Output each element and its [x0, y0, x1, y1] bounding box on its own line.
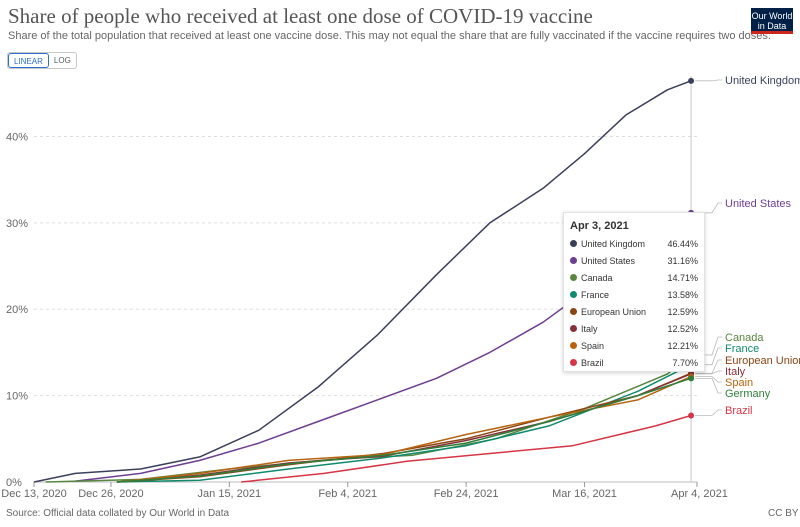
x-tick-label: Feb 4, 2021	[318, 488, 377, 500]
y-tick-label: 10%	[6, 391, 28, 403]
series-line-united-kingdom[interactable]	[33, 80, 692, 483]
tooltip-row: Spain 12.21%	[570, 340, 698, 352]
tooltip-row: United Kingdom 46.44%	[570, 238, 698, 250]
legend-label[interactable]: France	[725, 343, 759, 355]
legend-label[interactable]: Spain	[725, 377, 753, 389]
logo-red-bar	[751, 31, 793, 34]
tooltip-value: 7.70%	[672, 358, 698, 368]
tooltip-country: Spain	[581, 341, 605, 351]
legend-label[interactable]: United Kingdom	[725, 75, 800, 87]
legend-dot-icon	[570, 359, 577, 366]
scale-toggle: LINEAR LOG	[7, 52, 77, 69]
legend-dot-icon	[570, 240, 577, 247]
owid-logo[interactable]: Our World in Data	[751, 8, 793, 34]
legend-connector	[695, 409, 722, 416]
tooltip-country: Canada	[581, 273, 613, 283]
end-point-brazil	[688, 412, 695, 419]
tooltip-country: United States	[581, 256, 636, 266]
legend-connector	[695, 79, 722, 82]
legend-dot-icon	[570, 257, 577, 264]
log-scale-button[interactable]: LOG	[53, 56, 71, 65]
legend-label[interactable]: Brazil	[725, 405, 753, 417]
tooltip-row: United States 31.16%	[570, 255, 698, 267]
tooltip-value: 46.44%	[667, 239, 698, 249]
tooltip-row: Canada 14.71%	[570, 272, 698, 284]
x-tick-label: Apr 4, 2021	[671, 488, 728, 500]
tooltip: Apr 3, 2021 United Kingdom 46.44% United S…	[563, 212, 705, 372]
legend-dot-icon	[570, 291, 577, 298]
series-legend: United Kingdom United States CanadaFranceE…	[695, 75, 800, 417]
tooltip-country: Brazil	[581, 358, 604, 368]
tooltip-row: Brazil 7.70%	[570, 357, 698, 369]
y-tick-label: 20%	[6, 304, 28, 316]
source-note[interactable]: Source: Official data collated by Our Wo…	[6, 508, 230, 519]
legend-dot-icon	[570, 342, 577, 349]
chart-title: Share of people who received at least on…	[8, 4, 593, 28]
legend-dot-icon	[570, 308, 577, 315]
tooltip-country: United Kingdom	[581, 239, 646, 249]
series-line-germany[interactable]	[116, 377, 692, 483]
legend-label[interactable]: Germany	[725, 388, 771, 400]
tooltip-country: Italy	[581, 324, 598, 334]
logo-text-line1: Our World	[751, 11, 793, 21]
tooltip-value: 12.21%	[667, 341, 698, 351]
x-tick-label: Jan 15, 2021	[198, 488, 262, 500]
tooltip-row: Italy 12.52%	[570, 323, 698, 335]
y-tick-label: 0%	[6, 477, 22, 489]
chart-subtitle: Share of the total population that recei…	[8, 30, 771, 42]
legend-connector	[695, 377, 722, 394]
tooltip-value: 14.71%	[667, 273, 698, 283]
tooltip-value: 13.58%	[667, 290, 698, 300]
tooltip-country: European Union	[581, 307, 647, 317]
legend-dot-icon	[570, 274, 577, 281]
tooltip-value: 12.59%	[667, 307, 698, 317]
series-line-canada[interactable]	[45, 354, 692, 483]
series-line-spain[interactable]	[116, 375, 692, 483]
x-tick-label: Feb 24, 2021	[434, 488, 499, 500]
x-tick-label: Dec 26, 2020	[78, 488, 143, 500]
x-axis: Dec 13, 2020 Dec 26, 2020 Jan 15, 2021 Feb …	[1, 482, 728, 500]
legend-label[interactable]: United States	[725, 198, 792, 210]
legend-label[interactable]: Italy	[725, 366, 746, 378]
end-point-germany	[688, 375, 695, 382]
linear-scale-button[interactable]: LINEAR	[8, 53, 49, 68]
legend-dot-icon	[570, 325, 577, 332]
legend-connector	[695, 376, 722, 383]
tooltip-row: European Union 12.59%	[570, 306, 698, 318]
tooltip-row: France 13.58%	[570, 289, 698, 301]
tooltip-date: Apr 3, 2021	[570, 220, 629, 232]
tooltip-country: France	[581, 290, 610, 300]
y-tick-label: 40%	[6, 131, 28, 143]
end-point-united-kingdom	[688, 77, 695, 84]
legend-connector	[695, 359, 722, 374]
series-line-france[interactable]	[116, 364, 692, 483]
legend-label[interactable]: Canada	[725, 332, 764, 344]
license-label[interactable]: CC BY	[768, 508, 799, 519]
tooltip-value: 12.52%	[667, 324, 698, 334]
legend-label[interactable]: European Union	[725, 355, 800, 367]
logo-text-line2: in Data	[757, 21, 787, 31]
x-tick-label: Dec 13, 2020	[1, 488, 66, 500]
series-line-brazil[interactable]	[241, 414, 692, 483]
y-tick-label: 30%	[6, 218, 28, 230]
tooltip-value: 31.16%	[667, 256, 698, 266]
x-tick-label: Mar 16, 2021	[552, 488, 617, 500]
legend-connector	[695, 370, 722, 375]
